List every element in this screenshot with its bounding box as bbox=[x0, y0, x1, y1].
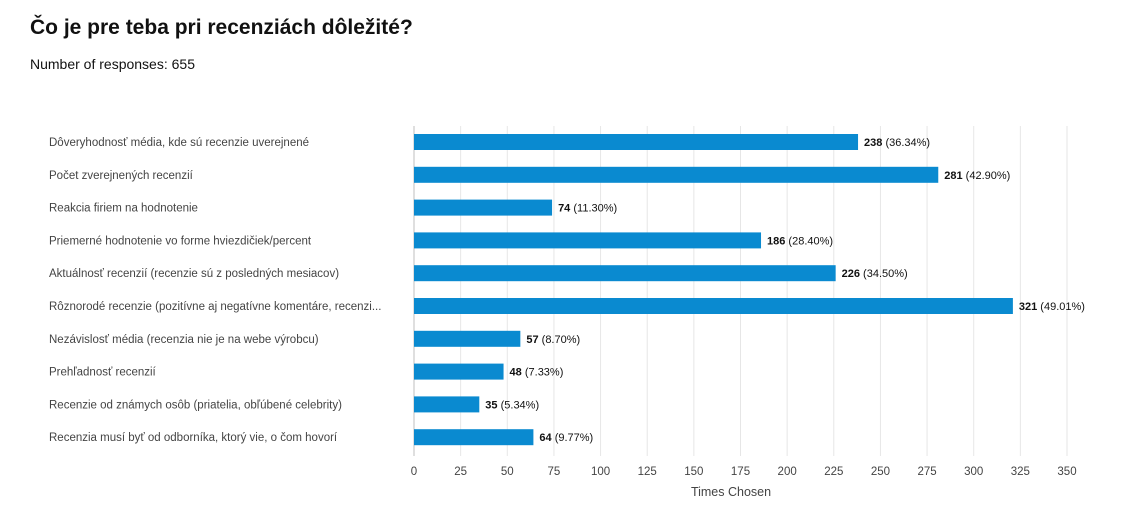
data-label: 238 (36.34%) bbox=[864, 137, 930, 149]
bar[interactable] bbox=[414, 429, 534, 446]
bar[interactable] bbox=[414, 134, 859, 150]
data-label: 226 (34.50%) bbox=[842, 268, 908, 280]
data-label: 48 (7.33%) bbox=[510, 367, 564, 379]
data-label: 64 (9.77%) bbox=[539, 432, 593, 444]
x-tick-label: 0 bbox=[411, 466, 417, 478]
x-tick-label: 300 bbox=[964, 466, 983, 478]
x-tick-label: 25 bbox=[454, 466, 467, 478]
x-tick-label: 100 bbox=[591, 466, 610, 478]
x-tick-label: 75 bbox=[548, 466, 561, 478]
x-tick-label: 350 bbox=[1057, 466, 1076, 478]
category-label: Rôznorodé recenzie (pozitívne aj negatív… bbox=[49, 301, 381, 313]
data-label: 74 (11.30%) bbox=[558, 203, 617, 215]
x-tick-label: 50 bbox=[501, 466, 514, 478]
data-labels: 238 (36.34%) 281 (42.90%) 74 (11.30%) 186 (… bbox=[485, 137, 1085, 444]
data-label: 321 (49.01%) bbox=[1019, 301, 1085, 313]
bar[interactable] bbox=[414, 166, 939, 183]
category-label: Recenzia musí byť od odborníka, ktorý vi… bbox=[49, 432, 338, 444]
x-axis-title: Times Chosen bbox=[691, 485, 771, 499]
category-label: Priemerné hodnotenie vo forme hviezdičie… bbox=[49, 235, 312, 247]
x-tick-labels: 0 25 50 75 100 125 150 175 200 225 250 275 300 325 350 bbox=[411, 466, 1077, 478]
category-label: Reakcia firiem na hodnotenie bbox=[49, 203, 198, 215]
x-tick-label: 150 bbox=[684, 466, 703, 478]
bar[interactable] bbox=[414, 396, 480, 413]
category-label: Aktuálnosť recenzií (recenzie sú z posle… bbox=[49, 268, 339, 280]
bar[interactable] bbox=[414, 330, 521, 347]
bar[interactable] bbox=[414, 298, 1013, 314]
category-label: Dôveryhodnosť média, kde sú recenzie uve… bbox=[49, 137, 309, 149]
bar[interactable] bbox=[414, 232, 762, 249]
category-label: Prehľadnosť recenzií bbox=[49, 367, 157, 379]
category-label: Nezávislosť média (recenzia nie je na we… bbox=[49, 334, 319, 346]
bar[interactable] bbox=[414, 199, 553, 216]
x-tick-label: 200 bbox=[778, 466, 797, 478]
bars bbox=[414, 134, 1013, 446]
x-tick-label: 275 bbox=[917, 466, 936, 478]
bar[interactable] bbox=[414, 363, 504, 380]
x-tick-label: 225 bbox=[824, 466, 843, 478]
category-label: Počet zverejnených recenzií bbox=[49, 170, 194, 182]
x-tick-label: 125 bbox=[638, 466, 657, 478]
data-label: 281 (42.90%) bbox=[944, 170, 1010, 182]
response-count: Number of responses: 655 bbox=[30, 56, 195, 72]
x-tick-label: 325 bbox=[1011, 466, 1030, 478]
category-label: Recenzie od známych osôb (priatelia, obľ… bbox=[49, 399, 342, 411]
category-labels: Dôveryhodnosť média, kde sú recenzie uve… bbox=[49, 137, 381, 444]
chart-title: Čo je pre teba pri recenziách dôležité? bbox=[30, 16, 413, 39]
data-label: 186 (28.40%) bbox=[767, 235, 833, 247]
data-label: 57 (8.70%) bbox=[526, 334, 580, 346]
x-tick-label: 250 bbox=[871, 466, 890, 478]
x-tick-label: 175 bbox=[731, 466, 750, 478]
bar[interactable] bbox=[414, 265, 836, 282]
data-label: 35 (5.34%) bbox=[485, 399, 539, 411]
